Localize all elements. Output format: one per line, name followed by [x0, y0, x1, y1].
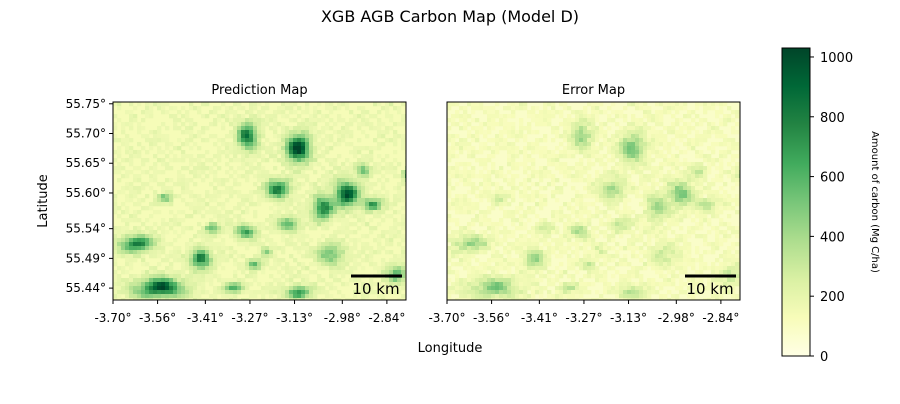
x-axis-label: Longitude [418, 341, 483, 356]
prediction-panel: Prediction Map 10 km 55.75°55.70°55.65°5… [66, 83, 410, 325]
y-axis-label: Latitude [36, 174, 51, 228]
colorbar-tick-label: 800 [820, 111, 845, 126]
colorbar-tick-label: 0 [820, 350, 828, 365]
prediction-scalebar-label: 10 km [352, 280, 399, 298]
x-tick-label: -2.84° [368, 311, 405, 325]
y-tick-label: 55.65° [66, 156, 106, 170]
y-tick-label: 55.60° [66, 186, 106, 200]
error-heatmap [447, 102, 743, 302]
y-tick-label: 55.44° [66, 281, 106, 295]
x-axis-prediction: -3.70° -3.56° -3.41° -3.27° -3.13° -2.98° -2.8… [94, 300, 405, 325]
chart-title: XGB AGB Carbon Map (Model D) [321, 7, 579, 26]
colorbar-tick-label: 200 [820, 290, 845, 305]
prediction-heatmap [113, 102, 409, 302]
x-tick-label: -3.41° [187, 311, 224, 325]
error-panel: Error Map 10 km -3.70° -3.56° -3.41° -3.27°… [428, 83, 743, 325]
x-tick-label: -2.98° [324, 311, 361, 325]
colorbar-tick-label: 400 [820, 230, 845, 245]
x-tick-label: -3.27° [231, 311, 268, 325]
prediction-panel-title: Prediction Map [211, 83, 307, 98]
y-tick-label: 55.49° [66, 251, 106, 265]
y-axis: 55.75° 55.70° 55.65° 55.60° 55.54° 55.49° 55.4… [66, 97, 113, 295]
x-tick-label: -3.56° [473, 311, 510, 325]
y-tick-label: 55.54° [66, 222, 106, 236]
error-panel-title: Error Map [562, 83, 625, 98]
x-tick-label: -2.98° [658, 311, 695, 325]
x-tick-label: -3.41° [521, 311, 558, 325]
y-tick-label: 55.75° [66, 97, 106, 111]
y-tick-label: 55.70° [66, 127, 106, 141]
x-tick-label: -3.13° [610, 311, 647, 325]
x-tick-label: -3.13° [276, 311, 313, 325]
colorbar-ticks: 0 200 400 600 800 1000 [810, 51, 853, 365]
colorbar-label: Amount of carbon (Mg C/ha) [869, 131, 880, 273]
x-tick-label: -3.56° [139, 311, 176, 325]
x-tick-label: -2.84° [702, 311, 739, 325]
x-tick-label: -3.70° [428, 311, 465, 325]
colorbar: 0 200 400 600 800 1000 Amount of carbon (Mg C… [782, 48, 880, 365]
error-scalebar-label: 10 km [686, 280, 733, 298]
colorbar-gradient [782, 48, 810, 356]
colorbar-tick-label: 600 [820, 171, 845, 186]
x-axis-error: -3.70° -3.56° -3.41° -3.27° -3.13° -2.98° -2.8… [428, 300, 739, 325]
x-tick-label: -3.27° [565, 311, 602, 325]
x-tick-label: -3.70° [94, 311, 131, 325]
colorbar-tick-label: 1000 [820, 51, 853, 66]
